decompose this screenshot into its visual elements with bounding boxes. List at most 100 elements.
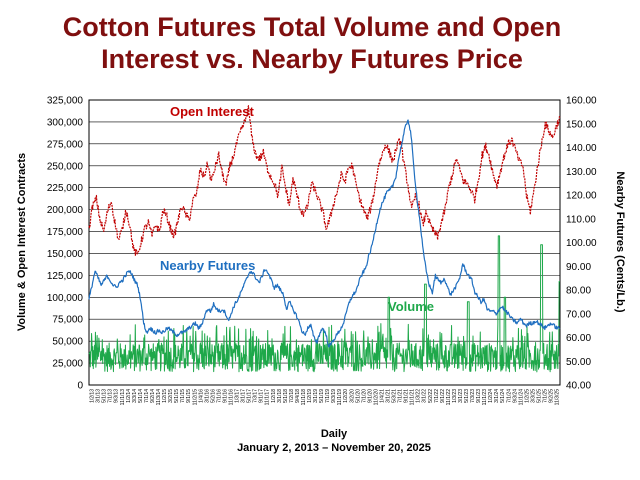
y-tick-left: 0 bbox=[77, 381, 83, 392]
plot-area bbox=[88, 99, 561, 386]
x-tick: 11/1/16 bbox=[228, 389, 234, 406]
x-tick: 11/1/22 bbox=[446, 389, 452, 406]
x-tick: 9/3/19 bbox=[331, 389, 337, 403]
x-tick: 11/1/21 bbox=[410, 389, 416, 406]
x-tick: 9/1/23 bbox=[476, 389, 482, 403]
chart-title-line-2: Interest vs. Nearby Futures Price bbox=[101, 44, 523, 74]
chart-title: Cotton Futures Total Volume and Open Int… bbox=[63, 12, 562, 74]
x-tick: 7/1/15 bbox=[180, 389, 186, 403]
chart-title-line-1: Cotton Futures Total Volume and Open bbox=[63, 12, 562, 42]
x-tick: 9/3/24 bbox=[512, 389, 518, 403]
annotation-nearby-futures: Nearby Futures bbox=[160, 258, 255, 273]
y-tick-left: 50,000 bbox=[52, 337, 83, 348]
x-tick: 5/1/25 bbox=[536, 389, 542, 403]
x-tick: 9/1/22 bbox=[440, 389, 446, 403]
x-tick: 3/1/17 bbox=[241, 389, 247, 403]
y-tick-left: 275,000 bbox=[47, 139, 84, 150]
x-tick: 3/2/15 bbox=[168, 389, 174, 403]
x-tick: 1/4/16 bbox=[198, 389, 204, 403]
x-tick: 7/1/19 bbox=[325, 389, 331, 403]
x-tick: 9/2/14 bbox=[150, 389, 156, 403]
x-tick: 11/3/14 bbox=[156, 389, 162, 406]
x-tick: 7/1/22 bbox=[434, 389, 440, 403]
x-tick: 5/1/23 bbox=[464, 389, 470, 403]
x-tick: 11/3/25 bbox=[555, 389, 561, 406]
y-axis-right-label: Nearby Futures (Cents/Lb.) bbox=[614, 171, 626, 313]
x-tick: 3/1/19 bbox=[313, 389, 319, 403]
x-tick: 5/1/24 bbox=[500, 389, 506, 403]
x-tick: 11/2/15 bbox=[192, 389, 198, 406]
y-tick-right: 140.00 bbox=[566, 143, 597, 154]
x-tick: 5/3/21 bbox=[392, 389, 398, 403]
x-tick: 5/2/16 bbox=[210, 389, 216, 403]
x-tick: 1/3/23 bbox=[452, 389, 458, 403]
x-tick: 3/2/20 bbox=[349, 389, 355, 403]
x-tick: 7/1/25 bbox=[543, 389, 549, 403]
y-tick-left: 175,000 bbox=[47, 227, 84, 238]
x-tick: 5/1/15 bbox=[174, 389, 180, 403]
x-tick: 5/1/20 bbox=[355, 389, 361, 403]
annotation-open-interest: Open Interest bbox=[170, 104, 254, 119]
x-tick: 7/1/24 bbox=[506, 389, 512, 403]
x-tick: 9/1/16 bbox=[222, 389, 228, 403]
y-tick-left: 25,000 bbox=[52, 359, 83, 370]
x-tick: 9/2/25 bbox=[549, 389, 555, 403]
y-tick-left: 325,000 bbox=[47, 96, 84, 107]
x-tick: 1/2/20 bbox=[343, 389, 349, 403]
x-tick: 1/4/21 bbox=[379, 389, 385, 403]
x-tick: 7/1/21 bbox=[398, 389, 404, 403]
y-tick-right: 40.00 bbox=[566, 381, 591, 392]
series-volume bbox=[88, 235, 561, 373]
x-tick: 7/1/14 bbox=[144, 389, 150, 403]
x-axis-label: Daily bbox=[321, 428, 348, 440]
x-tick: 11/1/24 bbox=[518, 389, 524, 406]
open-interest-line bbox=[88, 105, 561, 256]
x-tick: 5/1/19 bbox=[319, 389, 325, 403]
y-tick-left: 125,000 bbox=[47, 271, 84, 282]
x-tick: 9/1/20 bbox=[367, 389, 373, 403]
y-tick-left: 150,000 bbox=[47, 249, 84, 260]
x-tick: 1/2/18 bbox=[271, 389, 277, 403]
x-tick: 1/2/19 bbox=[307, 389, 313, 403]
x-tick: 9/1/15 bbox=[186, 389, 192, 403]
x-tick: 5/2/22 bbox=[428, 389, 434, 403]
x-tick: 3/1/21 bbox=[386, 389, 392, 403]
x-tick: 3/3/25 bbox=[530, 389, 536, 403]
x-tick: 3/1/16 bbox=[204, 389, 210, 403]
y-tick-right: 150.00 bbox=[566, 119, 597, 130]
y-tick-left: 75,000 bbox=[52, 315, 83, 326]
x-tick: 9/3/13 bbox=[114, 389, 120, 403]
x-tick: 1/3/17 bbox=[235, 389, 241, 403]
nearby-futures-line bbox=[88, 119, 561, 348]
x-tick: 5/1/14 bbox=[138, 389, 144, 403]
x-tick: 7/1/20 bbox=[361, 389, 367, 403]
y-tick-right: 70.00 bbox=[566, 309, 591, 320]
series-open-interest bbox=[88, 105, 561, 256]
y-tick-right: 80.00 bbox=[566, 286, 591, 297]
annotation-volume: Volume bbox=[388, 299, 434, 314]
x-tick: 1/2/15 bbox=[162, 389, 168, 403]
y-tick-left: 100,000 bbox=[47, 293, 84, 304]
x-tick: 5/1/18 bbox=[283, 389, 289, 403]
x-axis-ticks: 1/2/13 3/1/13 5/1/13 7/1/13 9/3/13 11/1/13 1/2… bbox=[90, 389, 561, 406]
x-tick: 7/2/18 bbox=[289, 389, 295, 403]
x-tick: 7/3/23 bbox=[470, 389, 476, 403]
x-tick: 11/1/19 bbox=[337, 389, 343, 406]
x-tick: 3/3/14 bbox=[132, 389, 138, 403]
x-tick: 1/3/22 bbox=[416, 389, 422, 403]
x-tick: 1/2/25 bbox=[524, 389, 530, 403]
y-tick-left: 300,000 bbox=[47, 117, 84, 128]
x-tick: 1/2/24 bbox=[488, 389, 494, 403]
y-tick-right: 100.00 bbox=[566, 238, 597, 249]
x-tick: 9/1/21 bbox=[404, 389, 410, 403]
x-tick: 11/1/18 bbox=[301, 389, 307, 406]
right-axis-ticks: 160.00 150.00 140.00 130.00 120.00 110.00 100.… bbox=[566, 96, 597, 392]
x-tick: 3/1/23 bbox=[458, 389, 464, 403]
x-tick: 5/1/13 bbox=[102, 389, 108, 403]
y-tick-right: 110.00 bbox=[566, 214, 596, 225]
x-tick: 11/1/23 bbox=[482, 389, 488, 406]
x-tick: 3/1/18 bbox=[277, 389, 283, 403]
y-tick-right: 50.00 bbox=[566, 357, 591, 368]
y-tick-left: 200,000 bbox=[47, 205, 84, 216]
